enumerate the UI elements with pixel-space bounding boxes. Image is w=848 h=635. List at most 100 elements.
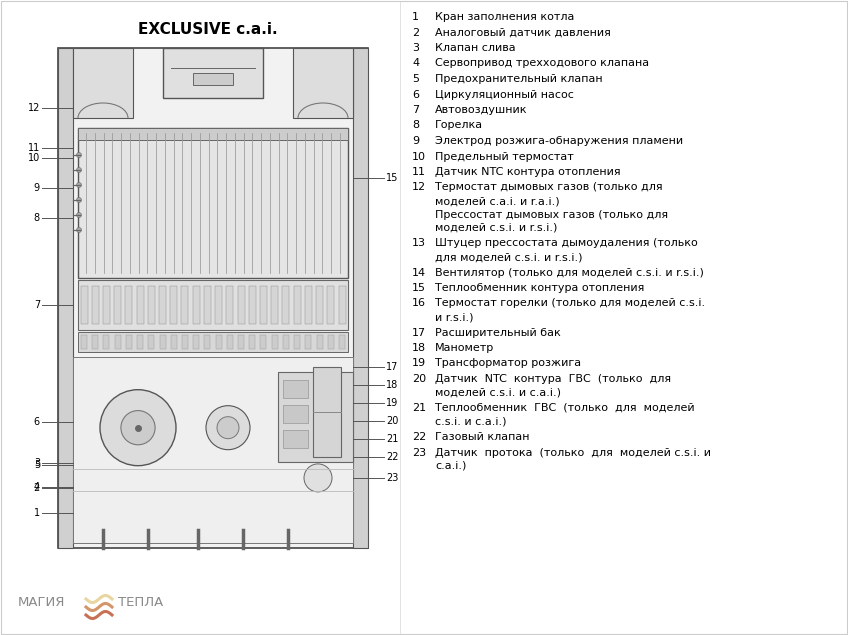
Bar [193, 73, 233, 85]
Bar [226, 335, 233, 349]
Text: 22: 22 [386, 452, 399, 462]
Bar [215, 286, 222, 324]
Text: МАГИЯ: МАГИЯ [18, 596, 65, 610]
Text: Газовый клапан: Газовый клапан [435, 432, 529, 442]
Text: Циркуляционный насос: Циркуляционный насос [435, 90, 574, 100]
Text: 1: 1 [412, 12, 419, 22]
Circle shape [76, 152, 81, 157]
Bar [338, 286, 345, 324]
Bar [81, 286, 87, 324]
Text: Расширительный бак: Расширительный бак [435, 328, 561, 337]
Text: 15: 15 [412, 283, 426, 293]
Bar [78, 128, 348, 278]
Bar [204, 335, 210, 349]
Text: 6: 6 [412, 90, 419, 100]
Bar [293, 48, 353, 118]
Text: и r.s.i.): и r.s.i.) [435, 312, 473, 322]
Circle shape [304, 464, 332, 492]
Text: 14: 14 [412, 267, 427, 277]
Bar [316, 380, 341, 398]
Text: Теплообменник контура отопления: Теплообменник контура отопления [435, 283, 644, 293]
Circle shape [76, 182, 81, 187]
Text: Сервопривод трехходового клапана: Сервопривод трехходового клапана [435, 58, 649, 69]
Text: 19: 19 [412, 359, 427, 368]
Bar [137, 335, 143, 349]
Text: c.s.i. и c.a.i.): c.s.i. и c.a.i.) [435, 417, 506, 427]
Bar [126, 286, 132, 324]
Bar [339, 335, 345, 349]
Bar [283, 335, 289, 349]
Bar [58, 48, 73, 548]
Text: для моделей c.s.i. и r.s.i.): для моделей c.s.i. и r.s.i.) [435, 252, 583, 262]
Text: Термостат дымовых газов (только для: Термостат дымовых газов (только для [435, 182, 662, 192]
Text: Автовоздушник: Автовоздушник [435, 105, 527, 115]
Text: 12: 12 [412, 182, 427, 192]
Bar [316, 405, 341, 423]
Bar [73, 357, 353, 543]
Text: 20: 20 [412, 374, 427, 384]
Text: 17: 17 [386, 362, 399, 372]
Bar [304, 286, 312, 324]
Text: Аналоговый датчик давления: Аналоговый датчик давления [435, 27, 611, 37]
Bar [103, 286, 110, 324]
Text: 10: 10 [412, 152, 426, 161]
Bar [81, 335, 87, 349]
Bar [316, 286, 323, 324]
Text: 3: 3 [34, 458, 40, 468]
Text: 8: 8 [412, 121, 419, 131]
Text: 5: 5 [34, 460, 40, 470]
Bar [204, 286, 211, 324]
Circle shape [76, 213, 81, 218]
Text: Теплообменник  ГВС  (только  для  моделей: Теплообменник ГВС (только для моделей [435, 403, 695, 413]
Text: Горелка: Горелка [435, 121, 483, 131]
Bar [282, 286, 289, 324]
Bar [159, 335, 165, 349]
Bar [170, 335, 176, 349]
Text: 19: 19 [386, 398, 399, 408]
Text: Манометр: Манометр [435, 343, 494, 353]
Bar [283, 430, 308, 448]
Text: моделей c.s.i. и c.a.i.): моделей c.s.i. и c.a.i.) [435, 387, 561, 398]
Text: 22: 22 [412, 432, 427, 442]
Circle shape [76, 197, 81, 203]
Text: EXCLUSIVE c.a.i.: EXCLUSIVE c.a.i. [137, 22, 277, 37]
Bar [283, 405, 308, 423]
Text: 9: 9 [34, 183, 40, 193]
Bar [170, 286, 177, 324]
Bar [313, 367, 341, 457]
Bar [182, 335, 188, 349]
Bar [137, 286, 143, 324]
Bar [260, 286, 267, 324]
Text: Датчик  протока  (только  для  моделей c.s.i. и: Датчик протока (только для моделей c.s.i… [435, 448, 711, 458]
Bar [92, 286, 98, 324]
Bar [103, 335, 109, 349]
Text: 20: 20 [386, 416, 399, 426]
Bar [260, 335, 266, 349]
Text: 15: 15 [386, 173, 399, 183]
Text: 17: 17 [412, 328, 427, 337]
Text: Кран заполнения котла: Кран заполнения котла [435, 12, 574, 22]
Bar [78, 332, 348, 352]
Bar [305, 335, 311, 349]
Text: Датчик NTC контура отопления: Датчик NTC контура отопления [435, 167, 621, 177]
Text: 4: 4 [34, 482, 40, 492]
Text: Прессостат дымовых газов (только для: Прессостат дымовых газов (только для [435, 210, 668, 220]
Bar [73, 48, 133, 118]
Bar [192, 286, 199, 324]
Text: 10: 10 [28, 153, 40, 163]
Text: 6: 6 [34, 417, 40, 427]
Bar [181, 286, 188, 324]
Bar [249, 335, 255, 349]
Bar [114, 286, 121, 324]
Bar [78, 280, 348, 330]
Bar [114, 335, 120, 349]
Bar [78, 128, 348, 140]
Text: 8: 8 [34, 213, 40, 223]
Text: 21: 21 [412, 403, 427, 413]
Text: 1: 1 [34, 508, 40, 518]
Text: ТЕПЛА: ТЕПЛА [118, 596, 164, 610]
Bar [271, 286, 278, 324]
Text: 11: 11 [412, 167, 426, 177]
Bar [328, 335, 334, 349]
Text: 7: 7 [34, 300, 40, 310]
